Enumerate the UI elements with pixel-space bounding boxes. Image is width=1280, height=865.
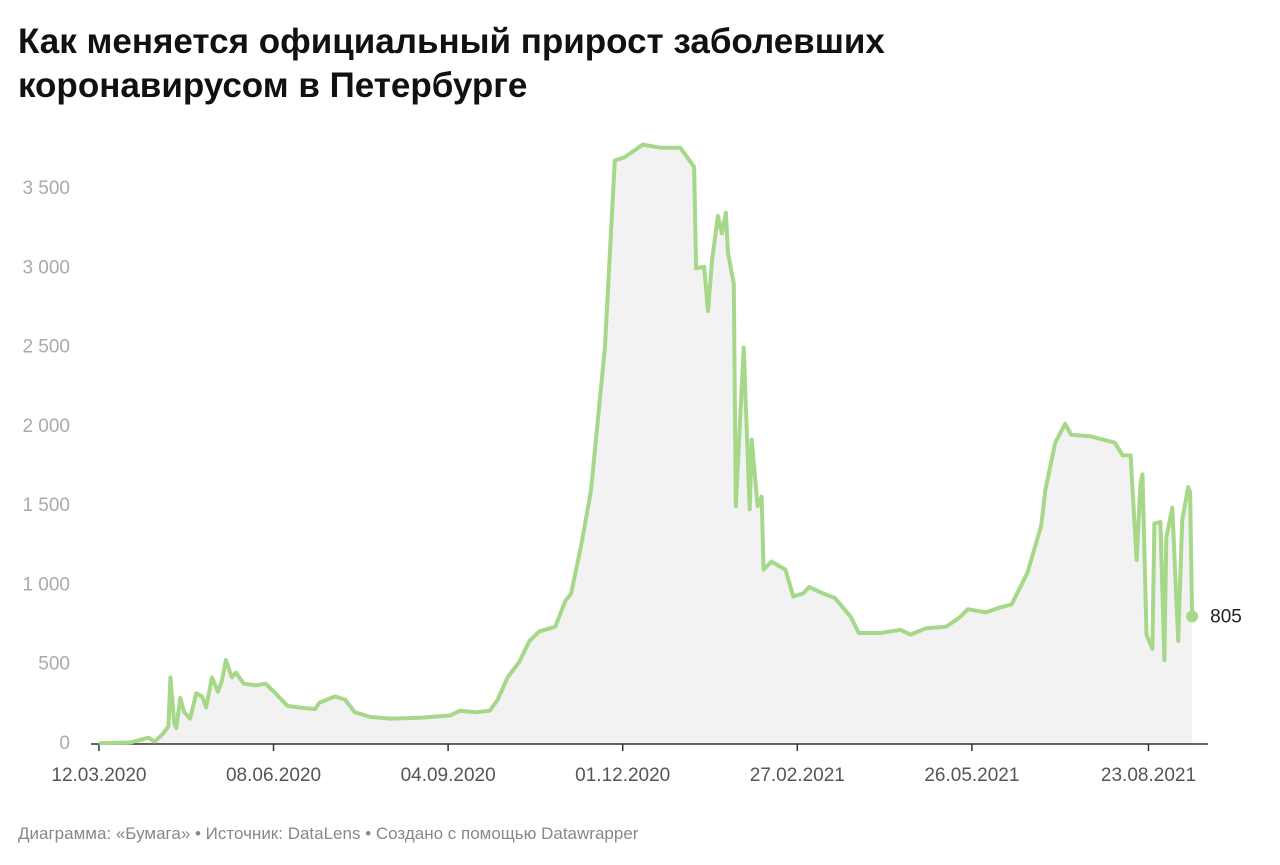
y-tick-label: 3 000 xyxy=(22,257,70,278)
x-tick-label: 26.05.2021 xyxy=(924,765,1019,786)
line xyxy=(98,142,1195,746)
x-tick-label: 27.02.2021 xyxy=(750,765,845,786)
x-tick-label: 23.08.2021 xyxy=(1101,765,1196,786)
y-tick-label: 500 xyxy=(38,654,70,675)
y-tick-label: 2 000 xyxy=(22,416,70,437)
x-tick-label: 12.03.2020 xyxy=(51,765,146,786)
source-note: Диаграмма: «Бумага» • Источник: DataLens… xyxy=(18,824,639,843)
y-tick-label: 1 500 xyxy=(22,495,70,516)
x-tick-label: 01.12.2020 xyxy=(575,765,670,786)
y-tick-label: 2 500 xyxy=(22,337,70,358)
area xyxy=(98,144,1193,745)
value-label: 805 xyxy=(1210,606,1242,627)
end-point xyxy=(1186,610,1199,623)
y-tick-label: 0 xyxy=(59,733,70,754)
y-tick-label: 3 500 xyxy=(22,178,70,199)
chart-title: Как меняется официальный прирост заболев… xyxy=(18,22,885,105)
y-tick-label: 1 000 xyxy=(22,574,70,595)
x-tick-label: 04.09.2020 xyxy=(401,765,496,786)
x-tick-label: 08.06.2020 xyxy=(226,765,321,786)
